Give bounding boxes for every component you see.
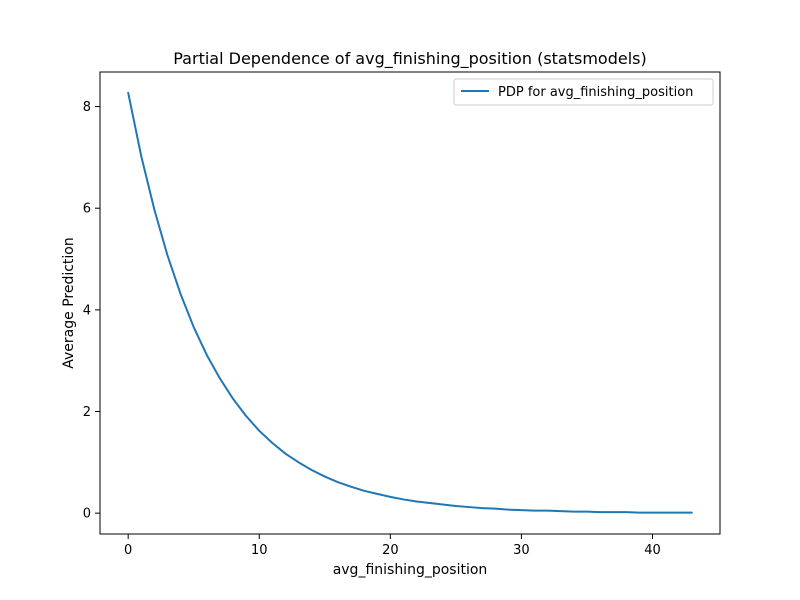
x-tick-label: 40 — [644, 543, 661, 558]
y-tick-label: 0 — [83, 507, 91, 522]
y-axis-label: Average Prediction — [61, 237, 77, 369]
plot-area-frame — [99, 71, 721, 535]
series-layer — [127, 91, 693, 514]
y-tick-label: 4 — [83, 303, 91, 318]
y-tick-label: 6 — [83, 202, 91, 217]
legend-box — [453, 78, 714, 106]
chart-title: Partial Dependence of avg_finishing_posi… — [173, 49, 646, 69]
y-tick-label: 2 — [83, 405, 91, 420]
y-axis-ticks: 0 2 4 6 8 — [83, 100, 100, 522]
y-tick-label: 8 — [83, 100, 91, 115]
legend: PDP for avg_finishing_position — [453, 78, 714, 106]
x-tick-label: 20 — [382, 543, 399, 558]
legend-label: PDP for avg_finishing_position — [498, 85, 693, 100]
x-axis-ticks: 0 10 20 30 40 — [124, 534, 661, 558]
series-line-0 — [127, 91, 693, 514]
x-tick-label: 0 — [124, 543, 132, 558]
x-tick-label: 30 — [513, 543, 530, 558]
x-tick-label: 10 — [251, 543, 268, 558]
x-axis-label: avg_finishing_position — [333, 562, 488, 578]
